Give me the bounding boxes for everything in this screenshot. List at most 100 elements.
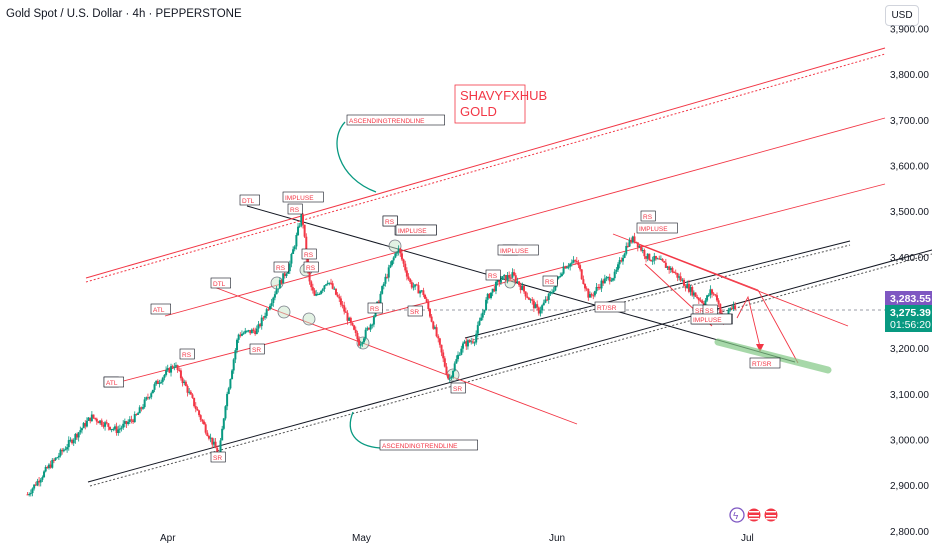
candle-body	[128, 419, 131, 422]
candle-body	[514, 275, 517, 282]
candle-body	[155, 380, 158, 385]
candle-body	[259, 324, 262, 327]
candle-body	[471, 341, 474, 343]
event-icons: ϟ	[729, 507, 779, 523]
candle-body	[348, 317, 351, 321]
candle-body	[89, 417, 92, 422]
candle-body	[537, 307, 540, 314]
candle-body	[229, 379, 232, 389]
channel-upper-line	[464, 240, 851, 339]
annotation-label: RS	[488, 273, 498, 280]
candle-body	[673, 272, 676, 274]
candle-body	[420, 290, 423, 292]
candle-body	[522, 285, 525, 292]
candle-body	[321, 289, 324, 291]
candle-body	[105, 422, 108, 424]
watermark-box	[454, 84, 526, 124]
candle-body	[664, 262, 667, 268]
candle-body	[389, 265, 392, 268]
candle-body	[580, 269, 583, 280]
candle-body	[661, 258, 664, 262]
candle-body	[46, 466, 49, 469]
annotation-label: SR	[695, 308, 704, 315]
candle-body	[549, 292, 552, 294]
candle-body	[56, 457, 59, 459]
candle-body	[592, 295, 595, 297]
candle-body	[353, 325, 356, 330]
candle-body	[658, 258, 661, 260]
candle-body	[447, 374, 450, 379]
candle-body	[422, 290, 425, 295]
candle-body	[181, 378, 184, 384]
candle-body	[623, 253, 626, 258]
candle-body	[544, 299, 547, 303]
candle-body	[506, 275, 509, 281]
candle-body	[386, 276, 389, 278]
candle-body	[54, 457, 57, 461]
annotation-label: SR	[252, 347, 261, 354]
candle-body	[240, 333, 243, 336]
candle-body	[483, 310, 486, 313]
candle-body	[102, 425, 105, 427]
candle-body	[231, 370, 234, 380]
candle-body	[69, 439, 72, 441]
candle-body	[151, 389, 154, 394]
candle-body	[315, 293, 318, 296]
annotation-label: RS	[182, 352, 192, 359]
candle-body	[574, 260, 577, 262]
candle-body	[227, 388, 230, 394]
annotation-box	[287, 203, 303, 215]
candle-body	[127, 421, 130, 424]
candle-body	[551, 292, 554, 294]
candle-body	[536, 304, 539, 308]
callout-curve-top	[336, 121, 377, 193]
annotation-label: IMPLUSE	[285, 195, 314, 202]
candle-body	[250, 329, 253, 334]
candle-body	[626, 245, 629, 247]
candle-body	[704, 300, 707, 305]
candle-body	[199, 415, 202, 420]
candle-body	[84, 423, 87, 427]
candle-body	[112, 428, 115, 430]
symbol-title[interactable]: Gold Spot / U.S. Dollar · 4h · PEPPERSTO…	[6, 8, 242, 20]
candle-body	[43, 471, 46, 478]
annotation-label: ATL	[106, 380, 118, 387]
candle-body	[194, 406, 197, 409]
annotation-label: RS	[304, 252, 314, 259]
candle-body	[336, 294, 339, 297]
currency-button[interactable]: USD	[885, 5, 919, 26]
candle-body	[620, 260, 623, 262]
current-price-text: 3,283.55	[890, 293, 931, 305]
annotation-box	[497, 244, 539, 256]
x-tick-label: Jul	[741, 533, 754, 544]
candle-body	[36, 480, 39, 486]
candle-body	[493, 288, 496, 292]
candle-body	[135, 414, 138, 416]
candle-body	[318, 293, 321, 295]
candle-body	[631, 236, 634, 243]
red-upper-line-1	[85, 47, 886, 279]
projection-arrowhead	[756, 344, 764, 352]
candle-body	[417, 285, 420, 294]
candle-body	[394, 253, 397, 258]
annotation-box	[303, 261, 319, 273]
candle-body	[305, 236, 308, 259]
candle-body	[39, 479, 42, 483]
candle-body	[638, 246, 641, 248]
candle-body	[298, 225, 301, 227]
candle-body	[38, 480, 41, 483]
y-tick-label: 2,800.00	[890, 527, 929, 538]
candle-body	[607, 277, 610, 279]
candle-body	[141, 407, 144, 409]
candle-body	[301, 214, 304, 225]
candle-body	[577, 262, 580, 266]
candle-body	[203, 421, 206, 425]
candle-body	[379, 293, 382, 303]
candle-body	[516, 281, 519, 283]
candle-body	[671, 267, 674, 273]
candle-body	[201, 419, 204, 422]
candle-body	[542, 302, 545, 306]
candle-body	[52, 459, 55, 461]
